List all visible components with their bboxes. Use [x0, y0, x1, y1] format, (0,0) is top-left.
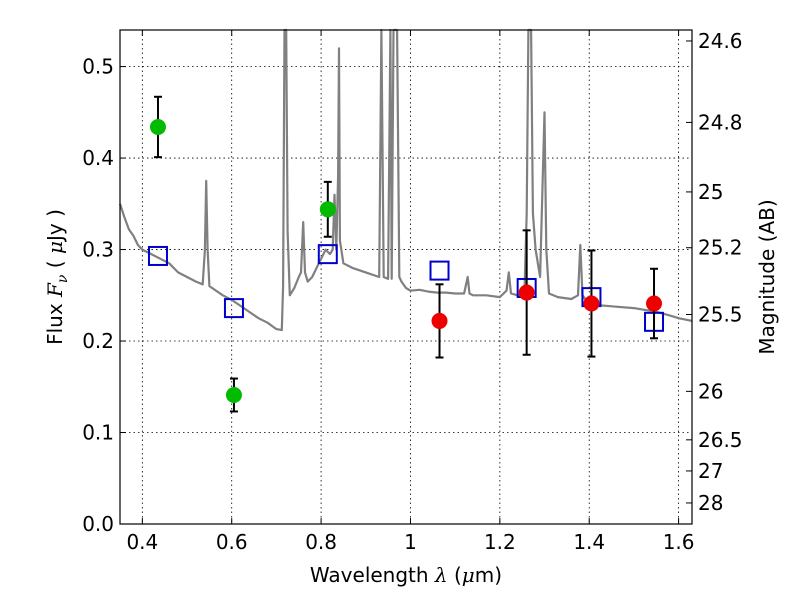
y2-tick-label: 26.5	[698, 428, 743, 452]
observed-nir-point	[646, 295, 663, 312]
observed-nir-point	[518, 284, 535, 301]
x-tick-label: 0.6	[216, 530, 248, 554]
y-tick-label: 0.4	[82, 146, 114, 170]
x-tick-label: 1.2	[484, 530, 516, 554]
x-tick-label: 1.6	[663, 530, 695, 554]
y-tick-label: 0.5	[82, 55, 114, 79]
observed-optical-point	[225, 387, 242, 404]
x-tick-label: 1.4	[573, 530, 605, 554]
y2-tick-label: 27	[698, 459, 723, 483]
observed-optical-point	[319, 201, 336, 218]
y2-tick-label: 28	[698, 491, 723, 515]
x-tick-label: 0.8	[305, 530, 337, 554]
tick-labels: 0.4 0.6 0.8 1 1.2 1.4 1.6 0.0 0.1 0.2 0.3 0.4 0.5 24.…	[82, 29, 742, 554]
x-axis-label: Wavelength λ (μm)	[310, 563, 502, 587]
y2-tick-label: 25.5	[698, 303, 743, 327]
model-photometry-square	[317, 244, 338, 265]
y-tick-label: 0.3	[82, 238, 114, 262]
tick-marks	[120, 30, 692, 525]
grid-lines	[120, 30, 692, 525]
y2-axis-label: Magnitude (AB)	[755, 199, 779, 354]
y-tick-label: 0.2	[82, 329, 114, 353]
model-spectrum-layer	[118, 28, 693, 332]
marker-layer	[147, 95, 665, 413]
y-tick-label: 0.1	[82, 421, 114, 445]
y2-tick-label: 24.6	[698, 29, 743, 53]
model-photometry-square	[223, 298, 244, 319]
y2-tick-label: 26	[698, 379, 723, 403]
y-axis-label: Flux Fν ( μJy )	[43, 209, 71, 345]
observed-optical-point	[149, 118, 166, 135]
y2-tick-label: 24.8	[698, 110, 743, 134]
x-tick-label: 1	[404, 530, 417, 554]
y2-tick-label: 25.2	[698, 236, 743, 260]
model-photometry-square	[429, 260, 450, 281]
plot-frame	[119, 29, 693, 525]
model-photometry-square	[147, 245, 168, 266]
y-tick-label: 0.0	[82, 512, 114, 536]
model-spectrum-line	[118, 28, 693, 332]
observed-nir-point	[431, 312, 448, 329]
observed-nir-point	[583, 295, 600, 312]
y2-tick-label: 25	[698, 180, 723, 204]
x-tick-label: 0.4	[126, 530, 158, 554]
